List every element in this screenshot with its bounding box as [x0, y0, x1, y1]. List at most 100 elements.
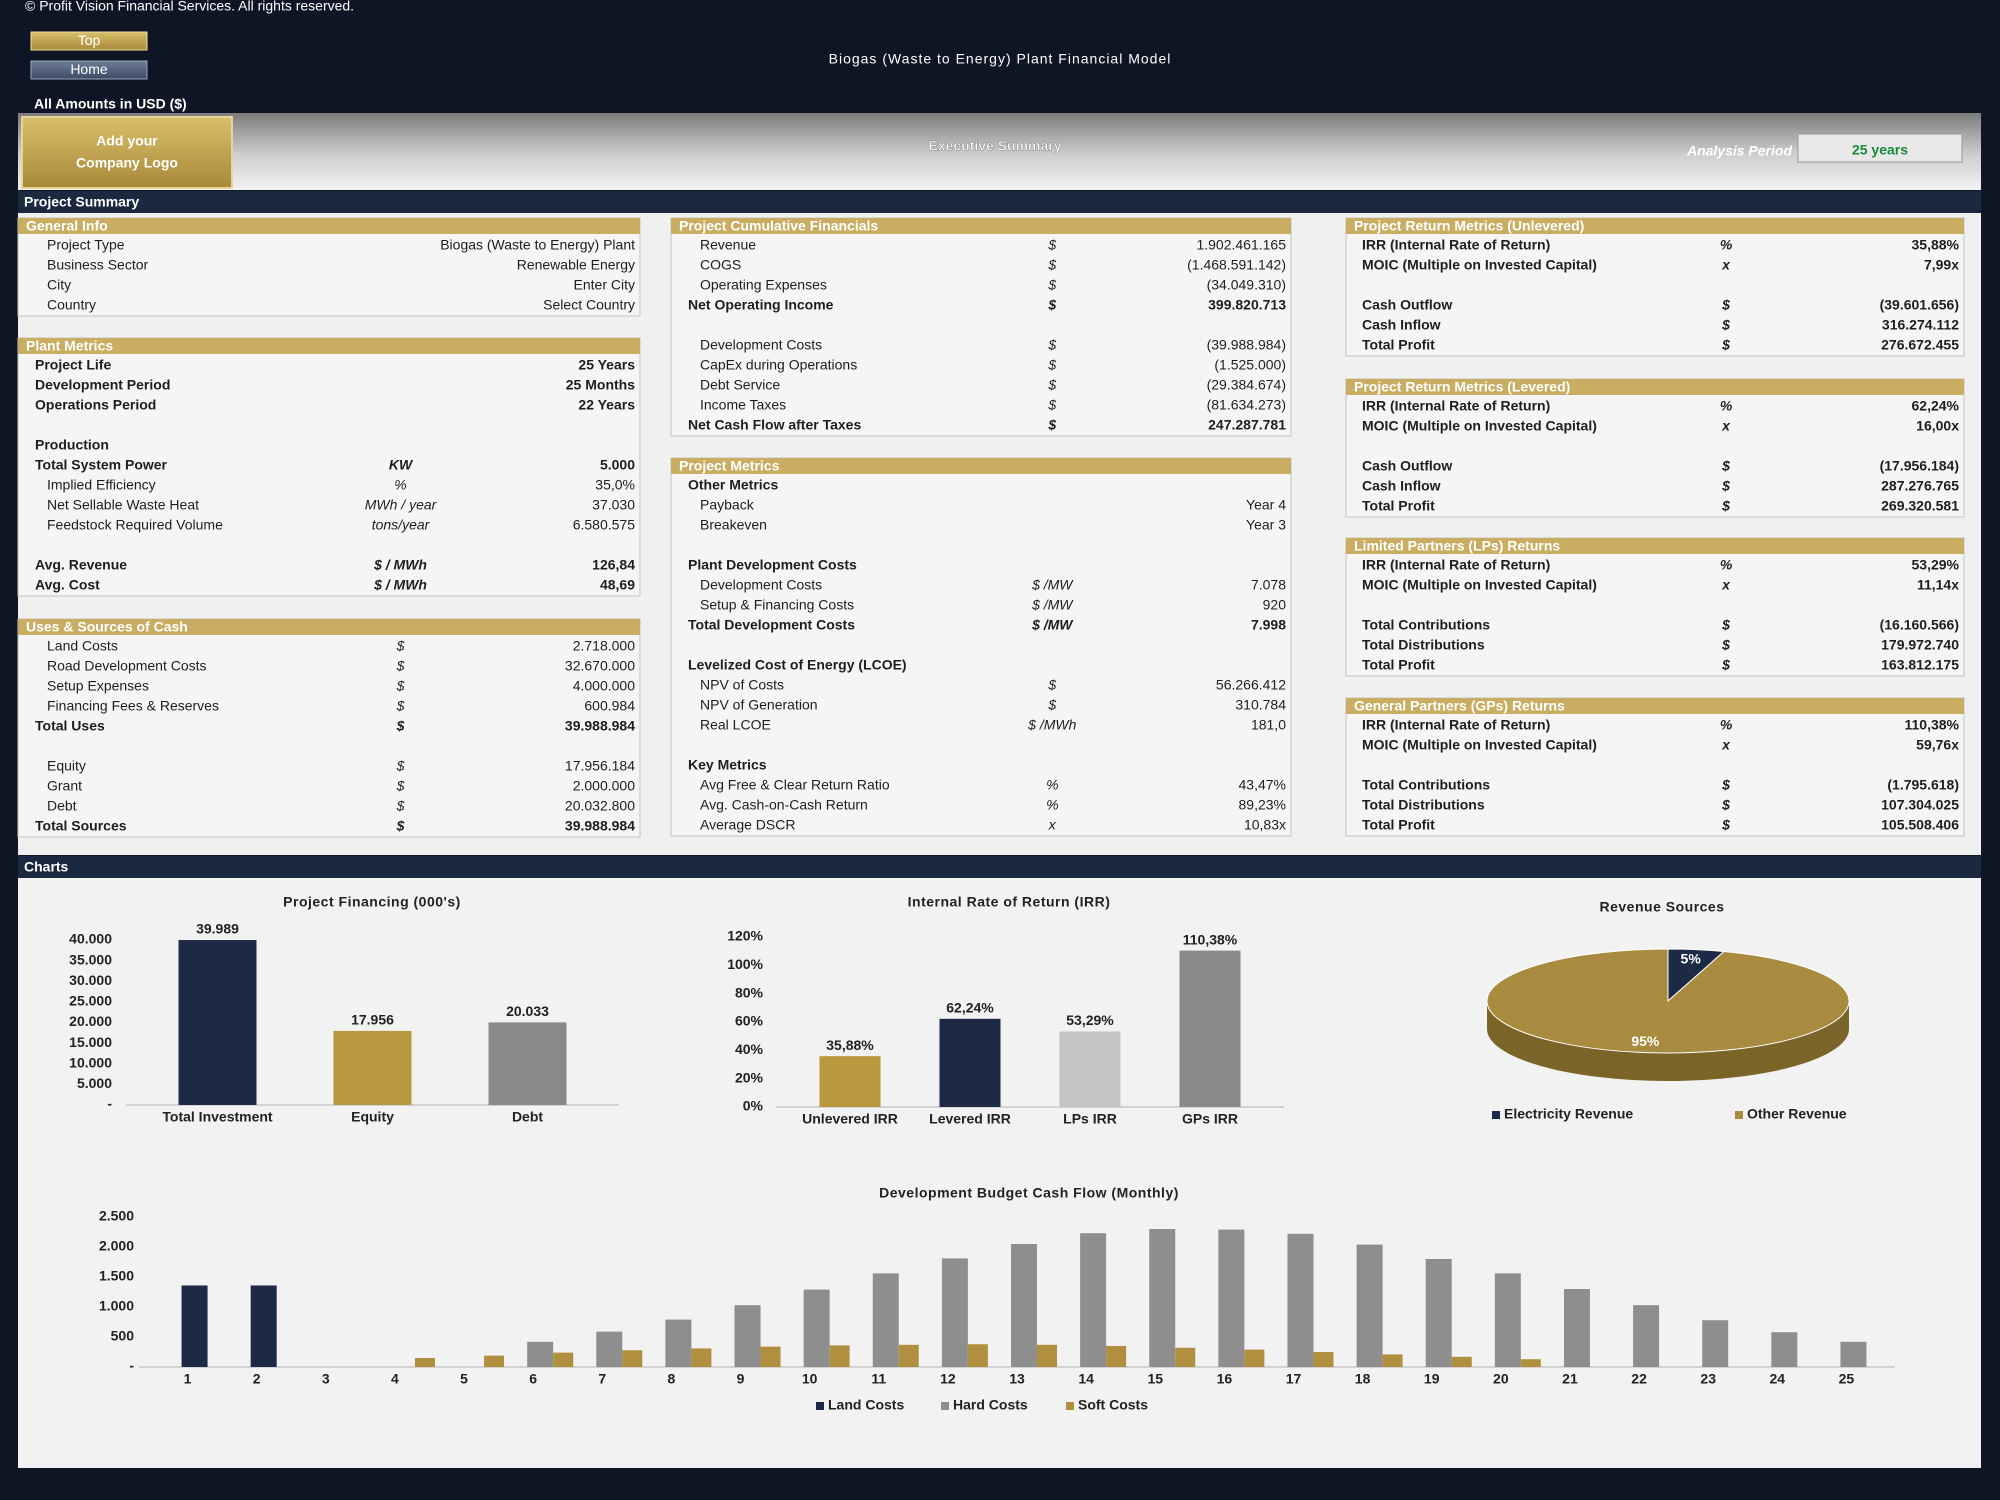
row-unit: $: [1047, 697, 1056, 713]
y-tick-label: 15.000: [69, 1034, 112, 1050]
copyright: © Profit Vision Financial Services. All …: [25, 0, 354, 14]
row-value: Renewable Energy: [517, 257, 635, 273]
panel: [17, 337, 641, 597]
bar: [898, 1344, 919, 1367]
x-tick-label: 3: [322, 1371, 330, 1387]
row-unit: $: [1721, 337, 1730, 353]
legend-label: Other Revenue: [1747, 1106, 1847, 1122]
top-button[interactable]: [30, 31, 148, 51]
bar: [1771, 1332, 1798, 1367]
row-unit: $: [1721, 637, 1730, 653]
bar: [1059, 1031, 1121, 1107]
data-label: 95%: [1631, 1033, 1660, 1049]
row-value: 6.580.575: [573, 517, 635, 533]
row-label: Avg Free & Clear Return Ratio: [700, 777, 890, 793]
row-value: (39.988.984): [1207, 337, 1286, 353]
x-tick-label: 10: [802, 1371, 818, 1387]
row-value: 4.000.000: [573, 678, 635, 694]
x-tick-label: 18: [1355, 1371, 1371, 1387]
bar: [1037, 1344, 1057, 1367]
row-label: Cash Inflow: [1362, 478, 1441, 494]
row-value: (34.049.310): [1207, 277, 1286, 293]
row-label: Cash Outflow: [1362, 297, 1452, 313]
row-unit: $: [396, 758, 405, 774]
row-unit: $: [1721, 617, 1730, 633]
row-label: Total Profit: [1362, 337, 1435, 353]
row-label: IRR (Internal Rate of Return): [1362, 557, 1550, 573]
logo-text: Company Logo: [76, 155, 178, 171]
legend-marker: [941, 1402, 949, 1410]
data-label: 53,29%: [1066, 1012, 1114, 1028]
row-value: Select Country: [543, 297, 635, 313]
x-tick-label: 13: [1009, 1371, 1025, 1387]
y-tick-label: 100%: [727, 956, 763, 972]
bar: [596, 1331, 623, 1367]
row-unit: $: [396, 638, 405, 654]
row-label: Total Contributions: [1362, 777, 1490, 793]
bar: [1356, 1244, 1383, 1367]
x-tick-label: 1: [184, 1371, 192, 1387]
row-label: Total Sources: [35, 818, 127, 834]
row-label: Feedstock Required Volume: [47, 517, 223, 533]
model-title: Biogas (Waste to Energy) Plant Financial…: [829, 51, 1172, 67]
panel-title: Plant Metrics: [26, 338, 113, 354]
row-value: (81.634.273): [1207, 397, 1286, 413]
row-unit: $: [1721, 317, 1730, 333]
x-tick-label: Levered IRR: [929, 1111, 1011, 1127]
bar: [1451, 1356, 1472, 1367]
row-label: Equity: [47, 758, 86, 774]
y-tick-label: 80%: [735, 984, 764, 1000]
bar: [1218, 1229, 1245, 1367]
row-value: 2.000.000: [573, 778, 635, 794]
row-label: IRR (Internal Rate of Return): [1362, 398, 1550, 414]
row-value: 35,88%: [1912, 237, 1960, 253]
row-unit: $: [396, 818, 405, 834]
row-label: MOIC (Multiple on Invested Capital): [1362, 418, 1597, 434]
x-tick-label: 6: [529, 1371, 537, 1387]
analysis-period-label: Analysis Period: [1686, 143, 1792, 159]
bar: [1520, 1359, 1541, 1367]
analysis-period-value: 25 years: [1852, 142, 1908, 158]
row-label: NPV of Costs: [700, 677, 784, 693]
row-label: Avg. Revenue: [35, 557, 127, 573]
x-tick-label: 2: [253, 1371, 261, 1387]
row-value: 32.670.000: [565, 658, 635, 674]
row-value: (16.160.566): [1880, 617, 1959, 633]
row-unit: $: [1721, 817, 1730, 833]
row-label: Land Costs: [47, 638, 118, 654]
row-label: Total System Power: [35, 457, 168, 473]
y-tick-label: 500: [111, 1328, 135, 1344]
bar: [1563, 1289, 1590, 1367]
row-unit: $: [396, 718, 405, 734]
x-tick-label: 9: [737, 1371, 745, 1387]
data-label: 110,38%: [1183, 931, 1238, 947]
home-button-label[interactable]: Home: [70, 61, 108, 77]
x-tick-label: Total Investment: [162, 1109, 273, 1125]
row-value: (1.468.591.142): [1187, 257, 1286, 273]
panel: [17, 217, 641, 317]
top-button-label[interactable]: Top: [78, 32, 101, 48]
x-tick-label: 22: [1631, 1371, 1647, 1387]
row-value: 10,83x: [1244, 817, 1286, 833]
home-button[interactable]: [30, 60, 148, 80]
y-tick-label: 40.000: [69, 931, 112, 947]
row-value: 5.000: [600, 457, 635, 473]
row-label: Total Profit: [1362, 498, 1435, 514]
row-label: Income Taxes: [700, 397, 786, 413]
row-unit: x: [1721, 257, 1731, 273]
bar: [872, 1273, 899, 1367]
row-value: (17.956.184): [1880, 458, 1959, 474]
row-value: 25 Months: [566, 377, 635, 393]
row-label: Road Development Costs: [47, 658, 207, 674]
row-label: Project Life: [35, 357, 111, 373]
row-value: 17.956.184: [565, 758, 635, 774]
logo-placeholder: [21, 116, 233, 189]
data-label: 62,24%: [946, 1000, 994, 1016]
row-unit: $ /MW: [1031, 617, 1074, 633]
row-value: 22 Years: [578, 397, 635, 413]
page-title: Executive Summary: [928, 138, 1061, 154]
section-title: Project Summary: [24, 194, 139, 210]
row-value: 7.078: [1251, 577, 1286, 593]
row-value: Biogas (Waste to Energy) Plant: [440, 237, 635, 253]
row-unit: x: [1721, 737, 1731, 753]
